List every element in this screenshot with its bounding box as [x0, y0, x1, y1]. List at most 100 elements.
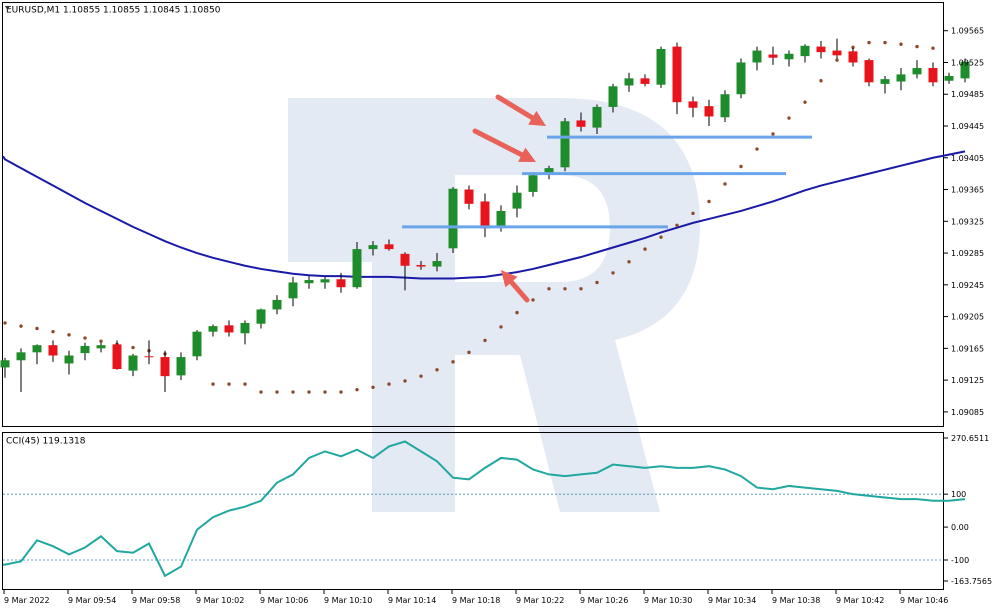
sar-dot	[547, 287, 551, 291]
bear-candle	[576, 120, 586, 127]
sar-dot	[931, 46, 935, 50]
bull-candle	[944, 75, 954, 81]
time-axis: 9 Mar 2022 9 Mar 09:54 9 Mar 09:58 9 Mar 10…	[3, 590, 948, 605]
sar-dot	[739, 164, 743, 169]
sar-dot	[435, 368, 439, 372]
bull-candle	[320, 279, 330, 283]
cci-tick-label: -100	[951, 556, 969, 565]
bull-candle	[544, 168, 554, 175]
sar-dot	[515, 310, 519, 315]
price-tick-label: 1.09485	[951, 90, 984, 99]
bull-candle	[32, 345, 42, 353]
cci-panel-frame	[2, 432, 944, 590]
bull-candle	[0, 360, 10, 368]
bull-candle	[80, 345, 90, 354]
sar-dot	[451, 360, 455, 364]
bull-candle	[624, 78, 634, 86]
bear-candle	[464, 189, 474, 204]
price-axis: 1.09565 1.09525 1.09485 1.09445 1.09405 1.093…	[944, 27, 984, 417]
moving-average	[2, 150, 966, 280]
cci-tick-label: 100	[951, 490, 966, 499]
cci-tick-label: -163.7565	[951, 577, 992, 586]
bull-candle	[560, 121, 570, 168]
sar-dot	[771, 132, 775, 136]
sar-dot	[579, 287, 583, 291]
bear-candle	[832, 50, 842, 56]
bull-candle	[736, 62, 746, 95]
sar-dot	[371, 385, 375, 389]
sar-dot	[499, 325, 503, 329]
time-tick-label: 9 Mar 2022	[4, 596, 50, 605]
bear-candle	[864, 60, 874, 83]
bull-candle	[208, 326, 218, 332]
moving-average-line	[2, 150, 966, 280]
symbol-dropdown-icon[interactable]	[5, 6, 10, 10]
bull-candle	[288, 282, 298, 299]
bull-candle	[304, 280, 314, 284]
bear-candle	[160, 357, 170, 377]
bull-candle	[96, 345, 106, 349]
main-chart-frame	[2, 2, 944, 427]
bull-candle	[272, 299, 282, 310]
sar-dot	[787, 116, 791, 120]
sar-dot	[899, 42, 903, 46]
bear-candle	[224, 325, 234, 333]
sar-dot	[291, 390, 295, 394]
bear-candle	[384, 244, 394, 250]
arrow-shaft	[495, 94, 535, 121]
sar-dot	[99, 339, 103, 343]
sar-dot	[883, 40, 887, 45]
bull-candle	[656, 48, 666, 85]
cci-indicator	[3, 440, 966, 578]
cci-level-lines	[3, 493, 943, 561]
bear-candle	[768, 54, 778, 58]
bull-candle	[528, 175, 538, 192]
arrow-head	[528, 110, 546, 126]
time-tick-label: 9 Mar 10:02	[196, 596, 244, 605]
time-tick-label: 9 Mar 10:42	[836, 596, 884, 605]
time-tick-label: 9 Mar 10:10	[324, 596, 372, 605]
price-tick-label: 1.09205	[951, 313, 984, 322]
annotation-arrow	[501, 270, 530, 303]
sar-dot	[563, 287, 567, 291]
price-tick-label: 1.09445	[951, 122, 984, 131]
bull-candle	[960, 61, 970, 79]
bear-candle	[688, 101, 698, 108]
bear-candle	[336, 279, 346, 288]
bear-candle	[704, 106, 714, 117]
broker-logo-watermark	[288, 98, 700, 512]
bear-candle	[144, 356, 154, 358]
annotation-arrows	[472, 94, 546, 303]
bull-candle	[496, 210, 506, 227]
sar-dot	[275, 390, 279, 394]
bull-candle	[256, 309, 266, 324]
sar-dot	[467, 350, 471, 355]
sar-dot	[611, 271, 615, 275]
sar-dot	[691, 211, 695, 216]
sar-dot	[627, 260, 631, 264]
bull-candle	[752, 50, 762, 63]
price-tick-label: 1.09165	[951, 344, 984, 353]
bull-candle	[512, 192, 522, 209]
bull-candle	[16, 352, 26, 361]
time-tick-label: 9 Mar 10:26	[580, 596, 628, 605]
bear-candle	[480, 201, 490, 229]
time-tick-label: 9 Mar 09:58	[132, 596, 180, 605]
time-tick-label: 9 Mar 10:14	[388, 596, 436, 605]
time-tick-label: 9 Mar 10:18	[452, 596, 500, 605]
sar-dot	[19, 324, 23, 328]
sar-dot	[67, 333, 71, 337]
bull-candle	[176, 357, 186, 376]
sar-dot	[707, 199, 711, 204]
sar-dot	[675, 223, 679, 227]
bear-candle	[400, 253, 410, 266]
bear-candle	[848, 51, 858, 63]
time-tick-label: 9 Mar 10:22	[516, 596, 564, 605]
arrow-head	[501, 270, 518, 288]
support-levels	[402, 135, 812, 229]
sar-dot	[867, 40, 871, 45]
bull-candle	[592, 106, 602, 128]
bull-candle	[896, 74, 906, 82]
